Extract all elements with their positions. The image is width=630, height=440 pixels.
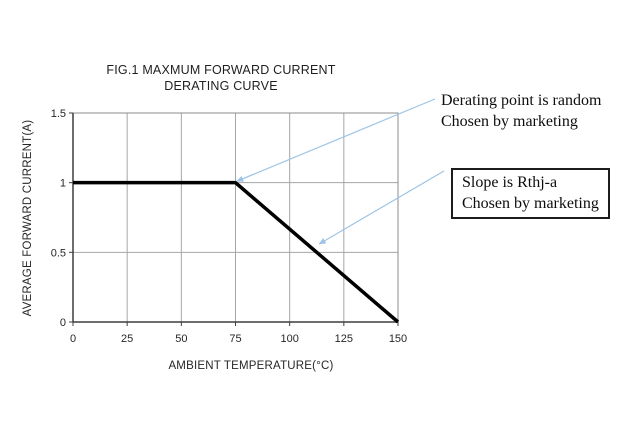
- x-tick-label: 50: [175, 333, 187, 345]
- y-tick-label: 0: [60, 317, 66, 329]
- x-tick-label: 75: [229, 333, 241, 345]
- y-tick-label: 1: [60, 178, 66, 190]
- x-tick-label: 100: [280, 333, 298, 345]
- chart-title-line-2: DERATING CURVE: [164, 79, 278, 93]
- series-maximum-forward-current-derating: [73, 180, 400, 324]
- y-axis-title: AVERAGE FORWARD CURRENT(A): [22, 120, 34, 317]
- x-axis-title: AMBIENT TEMPERATURE(°C): [168, 360, 333, 372]
- annotation-derating-point: Derating point is random Chosen by marke…: [441, 90, 601, 132]
- annotation-arrow-derating-point: [236, 98, 436, 182]
- annotation-slope-line-2: Chosen by marketing: [462, 195, 599, 212]
- x-tick-label: 125: [335, 333, 353, 345]
- annotation-slope-box: Slope is Rthj-a Chosen by marketing: [451, 168, 610, 219]
- x-tick-label: 150: [389, 333, 407, 345]
- y-tick-label: 1.5: [51, 108, 66, 120]
- y-tick-label: 0.5: [51, 247, 66, 259]
- x-tick-label: 0: [70, 333, 76, 345]
- annotation-derating-point-line-1: Derating point is random: [441, 92, 602, 109]
- chart-title: FIG.1 MAXMUM FORWARD CURRENT DERATING CU…: [71, 62, 371, 94]
- annotation-arrow-slope: [318, 170, 445, 245]
- x-tick-label: 25: [121, 333, 133, 345]
- chart-title-line-1: FIG.1 MAXMUM FORWARD CURRENT: [106, 63, 336, 77]
- annotation-slope-line-1: Slope is Rthj-a: [462, 174, 558, 191]
- annotation-derating-point-line-2: Chosen by marketing: [441, 113, 578, 130]
